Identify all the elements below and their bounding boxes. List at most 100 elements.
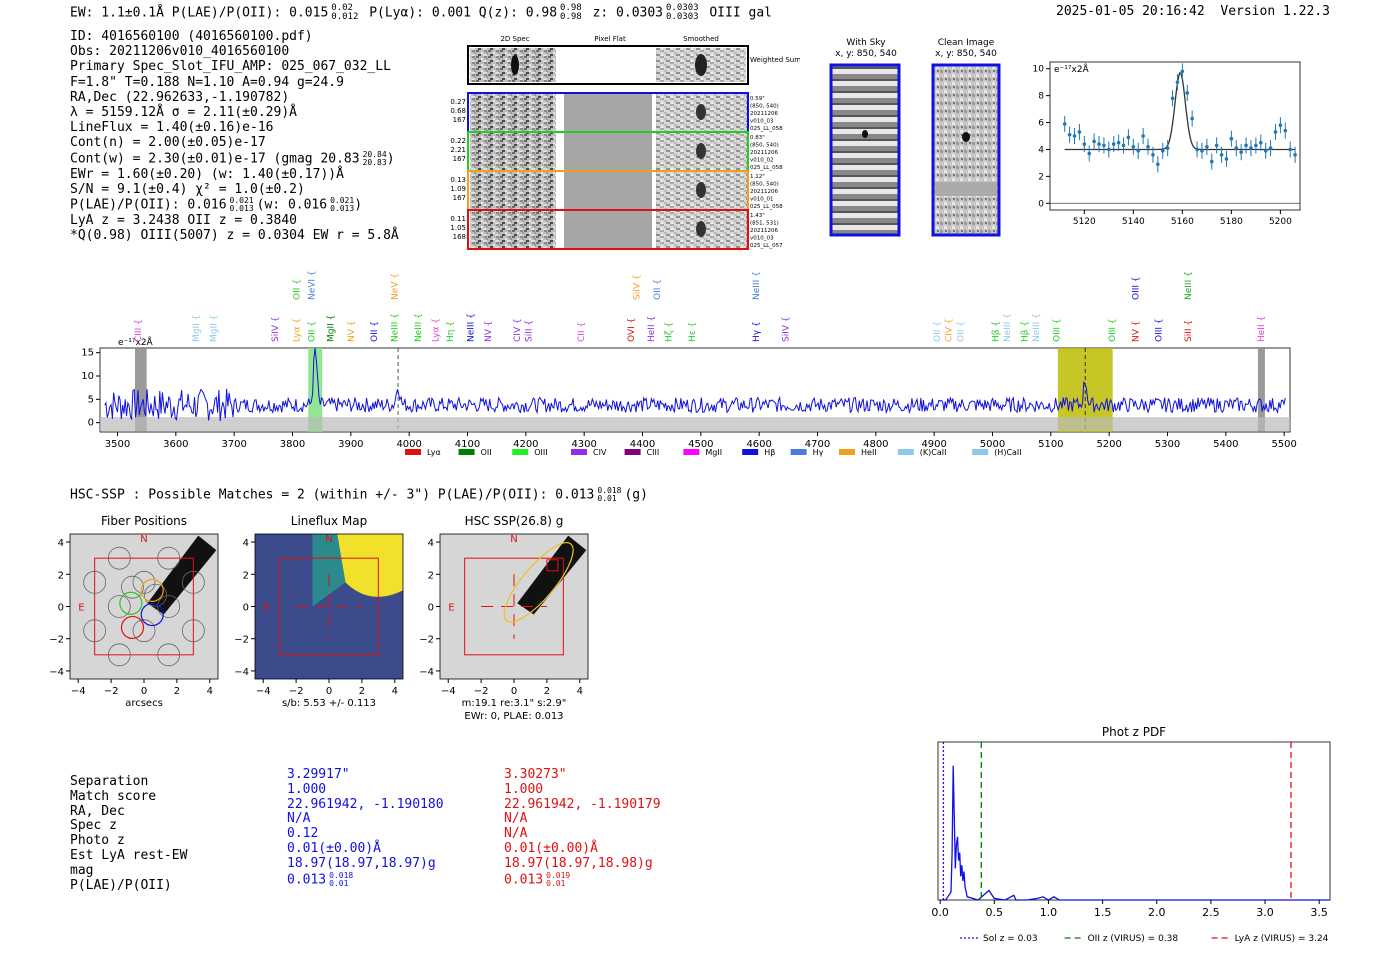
with-sky-coords: x, y: 850, 540 <box>835 49 897 59</box>
legend-swatch <box>624 449 641 455</box>
hsc-galaxy <box>517 535 587 615</box>
fit-data-point <box>1268 146 1273 150</box>
spec-row-3-right-4: 025_LL_057 <box>750 243 783 249</box>
spectrum-line-label: Hγ { <box>752 321 762 342</box>
pdf-legend-label-2: LyA z (VIRUS) = 3.24 <box>1235 934 1329 944</box>
north-label: N <box>510 534 517 545</box>
spectrum-xtick-label: 3900 <box>338 439 363 450</box>
spec-row-0-left-2: 167 <box>453 116 466 124</box>
spectrum-line-label-upper: OII { <box>653 279 663 300</box>
spectrum-highlight <box>308 348 323 432</box>
legend-swatch <box>897 449 914 455</box>
spectrum-flux-line <box>104 347 1286 422</box>
hsc-search-box <box>279 557 379 656</box>
spectrum-xtick-label: 4100 <box>455 439 480 450</box>
hsc-xtick-label: 4 <box>577 686 583 697</box>
m2-spec-z: N/A <box>504 811 528 827</box>
spectrum-line-label: CII { <box>577 322 587 342</box>
m2-radec: 22.961942, -1.190179 <box>504 796 661 812</box>
fiber-circle <box>107 546 131 570</box>
info-cont-w-text: Cont(w) = 2.30(±0.01)e-17 (gmag 20.83 <box>70 151 360 167</box>
spectrum-line-label: NV { <box>484 321 494 342</box>
spec-row-2-2d <box>470 172 556 209</box>
fit-ytick-label: 10 <box>1033 65 1045 75</box>
north-label: N <box>325 534 332 545</box>
hsc-xtick-label: 2 <box>174 686 180 697</box>
fit-plot-frame <box>1049 61 1301 211</box>
m1-plae-sup: 0.018 <box>329 870 354 880</box>
header-z: z: 0.0303 <box>592 5 664 21</box>
spectrum-line-label: NV { <box>347 321 357 342</box>
with-sky-title: With Sky x, y: 850, 540 <box>822 38 910 60</box>
info-fiber-params: F=1.8" T=0.188 N=1.10 A=0.94 g=24.9 <box>70 74 344 90</box>
fiber-circle <box>121 575 144 599</box>
spectrum-line-label: NeIII { <box>1003 313 1013 342</box>
fit-ytick-label: 2 <box>1038 172 1044 182</box>
fit-data-point <box>1209 159 1214 164</box>
m2-separation: 3.30273" <box>504 767 567 782</box>
fiber-circle <box>157 643 181 667</box>
spec-row-2-left-1: 1.09 <box>450 185 466 193</box>
fit-data-point <box>1170 96 1175 101</box>
fit-data-point <box>1254 143 1258 148</box>
photz-pdf-chart: Phot z PDF 0.0 0.5 1.0 1.5 2.0 2.5 3.0 3.5 Sol z … <box>931 725 1331 944</box>
spectrum-xtick-label: 3800 <box>280 439 305 450</box>
legend-label: Hγ <box>813 448 824 457</box>
pdf-xtick-label: 1.5 <box>1094 906 1112 919</box>
spectrum-line-label: Hε { <box>688 322 698 342</box>
fit-data-point <box>1067 132 1072 137</box>
legend-label: CIV <box>593 448 607 457</box>
hsc-panel-title: Lineflux Map <box>291 514 367 528</box>
pdf-title: Phot z PDF <box>1102 725 1166 739</box>
legend-swatch <box>972 449 989 455</box>
hsc-xtick-label: −2 <box>289 686 304 697</box>
fit-data-point <box>1229 136 1234 141</box>
spectrum-line-label: Hζ { <box>665 322 675 342</box>
fit-data-point <box>1121 143 1126 148</box>
spectrum-line-label: MgII { <box>210 315 220 342</box>
spec-row-0-right-4: 025_LL_058 <box>750 126 783 132</box>
spectrum-line-label: Lyα { <box>293 318 303 342</box>
plae-sub: 0.013 <box>229 204 254 214</box>
hsc-ytick-label: −2 <box>419 635 434 646</box>
spec-row-2-right-1: (850, 540) <box>750 182 779 188</box>
clean-label: Clean Image <box>937 38 995 48</box>
fit-data-point <box>1077 130 1082 134</box>
hsc-xtick-label: 0 <box>326 686 332 697</box>
spectrum-xtick-label: 4400 <box>630 439 655 450</box>
m1-plae-sub: 0.01 <box>329 878 349 888</box>
spec-row-1-left-1: 2.21 <box>450 146 466 154</box>
spectrum-line-label: HeII { <box>647 316 657 342</box>
spectrum-line-label: Hβ { <box>1021 321 1031 342</box>
fiber-circle <box>157 595 181 618</box>
m2-photo-z: N/A <box>504 826 528 842</box>
pdf-xtick-label: 3.5 <box>1310 906 1328 919</box>
spectrum-line-label: CIV { <box>513 318 523 342</box>
label-mag: mag <box>70 862 94 878</box>
hsc-title-sub: 0.01 <box>597 494 617 503</box>
match-labels: Separation Match score RA, Dec Spec z Ph… <box>70 774 187 893</box>
hsc-title-sup: 0.018 <box>597 486 622 495</box>
hsc-ytick-label: 4 <box>243 538 249 549</box>
fiber-circle <box>144 583 167 607</box>
spectrum-xtick-label: 5200 <box>1096 439 1121 450</box>
fit-data-point <box>1175 80 1180 84</box>
header-plae-sub: 0.012 <box>331 12 359 22</box>
hsc-ytick-label: −4 <box>234 667 249 678</box>
hsc-xtick-label: −4 <box>71 686 86 697</box>
info-ewr: EWr = 1.60(±0.20) (w: 1.40(±0.17))Å <box>70 166 344 182</box>
spec-row-0-right-2: 20211206 <box>750 111 778 117</box>
hsc-xtick-label: 4 <box>207 686 213 697</box>
header-z-tail: OIII gal <box>709 5 772 21</box>
legend-swatch <box>571 449 587 455</box>
hsc-title-text: HSC-SSP : Possible Matches = 2 (within +… <box>70 487 595 503</box>
spectrum-line-label-upper: NeV { <box>391 273 401 300</box>
fit-xtick-label: 5200 <box>1269 217 1292 227</box>
fit-data-point <box>1097 142 1101 146</box>
spectrum-line-label: SiIV { <box>781 316 791 342</box>
fit-data-point <box>1146 144 1150 149</box>
m1-score: 1.000 <box>287 781 327 797</box>
fit-data-point <box>1082 142 1087 146</box>
spec-row-2-right-0: 1.12" <box>750 174 765 180</box>
hsc-xtick-label: 0 <box>141 686 147 697</box>
